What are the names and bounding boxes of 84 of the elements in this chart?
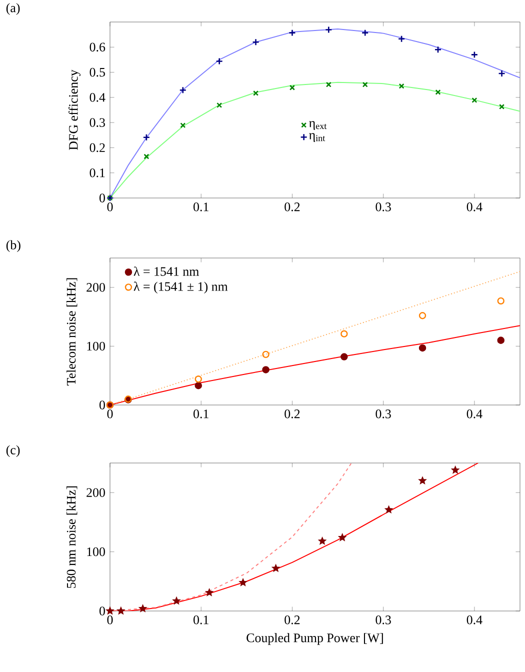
point	[289, 84, 295, 90]
point	[452, 466, 459, 474]
point	[498, 70, 506, 78]
x-tick-label: 0.2	[284, 410, 300, 418]
point	[144, 154, 150, 160]
x-tick-label: 0.4	[466, 202, 482, 212]
point	[362, 82, 368, 88]
x-tick-label: 0.4	[466, 616, 482, 624]
y-tick-label: 0.6	[90, 42, 106, 52]
point	[340, 330, 348, 338]
line-series	[110, 82, 520, 198]
x-tick-label: 0.3	[376, 202, 391, 212]
point	[262, 350, 270, 358]
point	[262, 366, 270, 374]
point	[139, 604, 146, 612]
point	[240, 578, 247, 586]
y-tick-label: 0	[100, 400, 105, 410]
point	[194, 376, 202, 383]
x-tick-label: 0.1	[194, 202, 208, 212]
point	[497, 336, 504, 344]
y-tick-label: 0.1	[90, 168, 105, 178]
point	[288, 29, 296, 36]
point	[434, 46, 442, 54]
point	[435, 89, 441, 95]
point	[117, 607, 124, 614]
y-axis-title: Telecom noise [kHz]	[66, 278, 78, 386]
chart-title: (c)	[6, 445, 20, 457]
point	[497, 297, 504, 305]
x-tick-label: 0.4	[466, 410, 482, 418]
point	[326, 82, 332, 88]
point	[173, 597, 180, 604]
point	[216, 58, 223, 65]
x-tick-label: 0.1	[194, 410, 208, 418]
chart-title: (a)	[6, 3, 20, 15]
point	[418, 344, 426, 352]
x-tick-label: 0	[107, 410, 113, 418]
point	[419, 477, 426, 484]
point	[318, 537, 326, 544]
y-tick-label: 0.3	[90, 118, 105, 127]
point	[252, 38, 260, 46]
point	[338, 534, 346, 541]
legend-label: η$_{ext}$	[309, 121, 327, 130]
legend-label: λ = 1541 nm	[134, 266, 199, 276]
x-axis-title: Coupled Pump Power [W]	[246, 633, 383, 645]
y-tick-label: 100	[87, 342, 105, 351]
x-tick-label: 0.1	[194, 616, 208, 624]
point	[340, 353, 348, 360]
point	[472, 97, 478, 103]
y-tick-label: 0.5	[90, 68, 105, 77]
y-tick-label: 0	[100, 194, 105, 202]
point	[216, 102, 222, 108]
y-tick-label: 0	[100, 606, 105, 616]
x-tick-label: 0.3	[376, 410, 391, 418]
x-tick-label: 0	[107, 616, 113, 624]
point	[142, 134, 150, 142]
point	[325, 26, 332, 34]
x-tick-label: 0.2	[284, 202, 300, 212]
point	[253, 90, 259, 96]
point	[398, 83, 404, 89]
point	[418, 312, 426, 320]
point	[180, 122, 186, 128]
point	[179, 86, 187, 94]
y-tick-label: 200	[86, 488, 105, 497]
point	[361, 29, 369, 36]
point	[499, 104, 505, 110]
y-tick-label: 0.4	[90, 93, 106, 102]
legend-label: η$_{int}$	[309, 133, 326, 142]
point	[106, 607, 114, 614]
point	[398, 35, 406, 42]
chart-title: (b)	[6, 240, 20, 252]
point	[385, 506, 392, 513]
point	[470, 51, 478, 58]
y-tick-label: 200	[86, 283, 105, 292]
point	[194, 382, 202, 390]
point	[272, 564, 280, 572]
y-tick-label: 0.2	[90, 143, 105, 152]
y-axis-title: DFG efficiency	[68, 70, 80, 150]
legend-label: λ = (1541 ± 1) nm	[134, 282, 228, 294]
x-tick-label: 0.3	[376, 616, 391, 624]
x-tick-label: 0.2	[284, 616, 300, 624]
y-tick-label: 100	[87, 547, 105, 556]
point	[206, 589, 213, 596]
x-tick-label: 0	[107, 202, 113, 212]
y-axis-title: 580 nm noise [kHz]	[66, 486, 78, 588]
